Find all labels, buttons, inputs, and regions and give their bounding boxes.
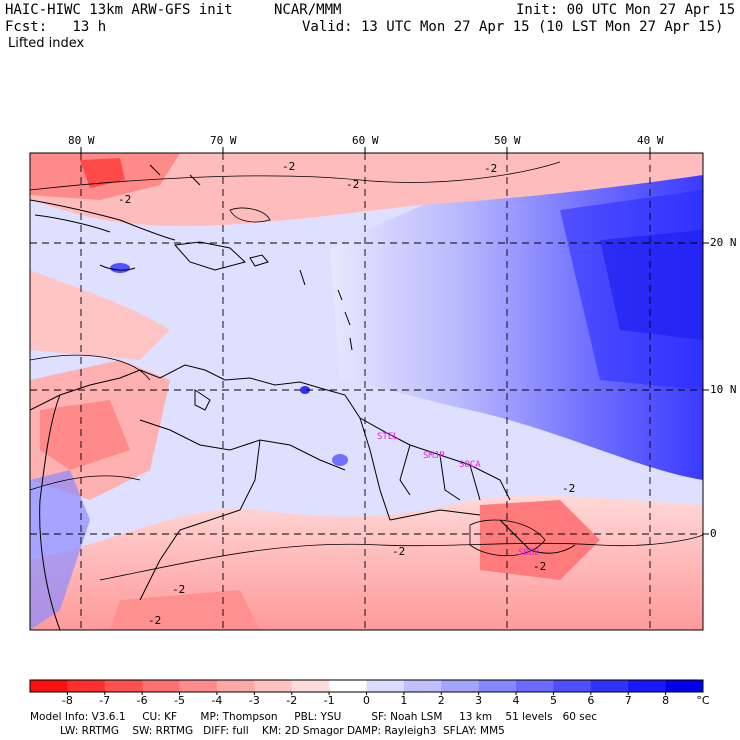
contour-label: -2 bbox=[392, 545, 406, 558]
site-label-sbbe: SBBE bbox=[518, 548, 540, 558]
model-title: HAIC-HIWC 13km ARW-GFS init bbox=[5, 2, 233, 18]
colorbar-label: -2 bbox=[286, 694, 298, 707]
colorbar-label: -5 bbox=[174, 694, 186, 707]
colorbar-swatch bbox=[30, 680, 68, 692]
colorbar-swatch bbox=[67, 680, 106, 692]
colorbar-label: 1 bbox=[400, 694, 408, 707]
colorbar-swatch bbox=[179, 680, 218, 692]
lifted-index-field bbox=[30, 153, 703, 630]
colorbar-label: -6 bbox=[136, 694, 148, 707]
lat-label-0: 0 bbox=[710, 527, 717, 540]
colorbar-label: -4 bbox=[211, 694, 223, 707]
colorbar-label: 8 bbox=[662, 694, 670, 707]
colorbar-label: -1 bbox=[323, 694, 335, 707]
colorbar-swatch bbox=[366, 680, 405, 692]
lon-label-40w: 40 W bbox=[637, 134, 664, 147]
coastlines bbox=[30, 164, 576, 630]
lon-label-50w: 50 W bbox=[494, 134, 521, 147]
colorbar-swatch bbox=[553, 680, 592, 692]
colorbar-label: -8 bbox=[61, 694, 73, 707]
colorbar-swatch bbox=[216, 680, 255, 692]
contour-lines bbox=[30, 161, 703, 581]
colorbar-swatch bbox=[628, 680, 667, 692]
colorbar-label: 3 bbox=[475, 694, 483, 707]
colorbar-swatch bbox=[291, 680, 330, 692]
lon-label-60w: 60 W bbox=[352, 134, 379, 147]
contour-label: -2 bbox=[148, 614, 162, 627]
contour-label: -2 bbox=[118, 193, 132, 206]
init-time: Init: 00 UTC Mon 27 Apr 15 bbox=[516, 2, 736, 18]
colorbar bbox=[29, 679, 704, 695]
contour-label: -2 bbox=[533, 560, 547, 573]
contour-label: -2 bbox=[484, 162, 498, 175]
colorbar-swatch bbox=[516, 680, 554, 692]
colorbar-swatch bbox=[104, 680, 143, 692]
contour-label: -2 bbox=[346, 178, 360, 191]
colorbar-swatch bbox=[142, 680, 181, 692]
colorbar-swatch bbox=[590, 680, 629, 692]
field-name: Lifted index bbox=[8, 36, 85, 51]
site-label-smjp: SMJP bbox=[423, 451, 445, 461]
colorbar-swatch bbox=[441, 680, 480, 692]
lat-label-10n: 10 N bbox=[710, 383, 737, 396]
colorbar-swatch bbox=[329, 680, 367, 692]
valid-time: Valid: 13 UTC Mon 27 Apr 15 (10 LST Mon … bbox=[302, 19, 724, 35]
map-frame bbox=[29, 152, 704, 631]
lat-label-20n: 20 N bbox=[710, 236, 737, 249]
contour-label: -2 bbox=[282, 160, 296, 173]
model-info-line2: LW: RRTMG SW: RRTMG DIFF: full KM: 2D Sm… bbox=[30, 725, 505, 737]
colorbar-swatch bbox=[403, 680, 442, 692]
lat-lon-grid bbox=[30, 153, 703, 630]
colorbar-swatch bbox=[254, 680, 293, 692]
lon-label-80w: 80 W bbox=[68, 134, 95, 147]
colorbar-label: 0 bbox=[363, 694, 370, 707]
colorbar-label: -3 bbox=[248, 694, 260, 707]
colorbar-label: 6 bbox=[587, 694, 595, 707]
colorbar-label: -7 bbox=[99, 694, 111, 707]
contour-label: -2 bbox=[562, 482, 576, 495]
contour-label: -2 bbox=[172, 583, 186, 596]
organization-label: NCAR/MMM bbox=[274, 2, 342, 18]
colorbar-label: 5 bbox=[549, 694, 557, 707]
model-info-line1: Model Info: V3.6.1 CU: KF MP: Thompson P… bbox=[30, 711, 597, 723]
forecast-hour: Fcst: 13 h bbox=[5, 19, 107, 35]
colorbar-swatch bbox=[478, 680, 517, 692]
colorbar-label: 7 bbox=[624, 694, 632, 707]
site-label-soca: SOCA bbox=[459, 460, 481, 470]
site-label-stel: STEL bbox=[377, 432, 399, 442]
colorbar-unit: °C bbox=[696, 694, 710, 707]
colorbar-label: 4 bbox=[512, 694, 520, 707]
lon-label-70w: 70 W bbox=[210, 134, 237, 147]
axis-ticks bbox=[80, 147, 709, 535]
colorbar-swatch bbox=[665, 680, 704, 692]
colorbar-label: 2 bbox=[437, 694, 445, 707]
